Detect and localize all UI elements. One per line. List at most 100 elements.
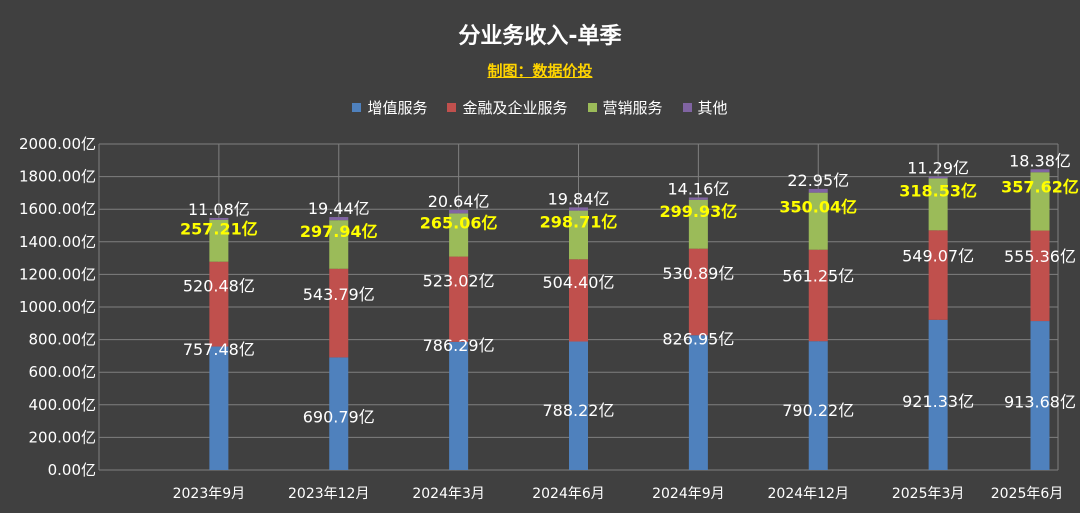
y-tick-label: 1400.00亿 (19, 233, 96, 251)
y-tick-label: 800.00亿 (29, 331, 97, 349)
data-label: 520.48亿 (183, 276, 255, 295)
x-tick-label: 2024年12月 (768, 486, 849, 502)
bar-segment[interactable] (449, 213, 469, 257)
data-label: 788.22亿 (543, 401, 615, 420)
bar-segment[interactable] (449, 256, 469, 342)
bar-segment[interactable] (688, 248, 708, 336)
bar-segment[interactable] (928, 230, 948, 320)
data-label: 11.29亿 (907, 159, 969, 178)
bar-segment[interactable] (808, 341, 828, 470)
bar-segment[interactable] (329, 357, 349, 470)
bar-segment[interactable] (1030, 172, 1050, 231)
legend-swatch-other (682, 103, 692, 112)
data-label: 757.48亿 (183, 340, 255, 359)
data-label: 530.89亿 (662, 264, 734, 283)
data-label: 549.07亿 (902, 247, 974, 266)
y-tick-label: 200.00亿 (29, 428, 97, 446)
data-label: 555.36亿 (1004, 247, 1076, 266)
data-label: 357.62亿 (1001, 178, 1079, 197)
legend-item-marketing[interactable]: 营销服务 (587, 97, 663, 118)
x-tick-label: 2024年9月 (652, 486, 725, 502)
data-label: 318.53亿 (899, 182, 977, 201)
data-label: 561.25亿 (782, 267, 854, 286)
data-label: 22.95亿 (787, 171, 849, 190)
bar-segment[interactable] (329, 268, 349, 358)
bar-segment[interactable] (928, 319, 948, 470)
data-label: 921.33亿 (902, 392, 974, 411)
x-tick-label: 2023年9月 (173, 486, 246, 502)
legend-label-other: 其他 (697, 99, 728, 117)
data-label: 257.21亿 (180, 219, 258, 238)
data-label: 14.16亿 (667, 180, 729, 199)
y-tick-label: 400.00亿 (29, 396, 97, 414)
data-label: 19.84亿 (548, 189, 610, 208)
bar-segment[interactable] (569, 259, 588, 342)
bar-segment[interactable] (1030, 169, 1050, 173)
legend-label-value-added: 增值服务 (367, 99, 428, 117)
bar-segment[interactable] (688, 197, 708, 200)
bar-segment[interactable] (209, 217, 229, 220)
data-label: 297.94亿 (300, 222, 378, 241)
data-label: 11.08亿 (188, 200, 250, 219)
bar-segment[interactable] (569, 210, 588, 260)
data-label: 543.79亿 (303, 285, 375, 304)
chart-legend: 增值服务 金融及企业服务 营销服务 其他 (0, 97, 1080, 118)
data-label: 20.64亿 (428, 192, 490, 211)
legend-item-value-added[interactable]: 增值服务 (352, 97, 427, 118)
bar-segment[interactable] (449, 210, 469, 214)
y-tick-label: 600.00亿 (29, 363, 97, 381)
legend-label-fintech: 金融及企业服务 (462, 99, 568, 117)
data-label: 690.79亿 (303, 408, 375, 427)
bar-segment[interactable] (1030, 321, 1050, 470)
y-tick-label: 1000.00亿 (19, 298, 96, 316)
bar-segment[interactable] (209, 346, 229, 470)
bar-segment[interactable] (688, 199, 708, 249)
data-label: 19.44亿 (308, 199, 370, 218)
legend-swatch-value-added (352, 103, 362, 112)
data-label: 913.68亿 (1004, 392, 1076, 411)
legend-swatch-marketing (587, 103, 597, 112)
bar-segment[interactable] (928, 176, 948, 179)
y-tick-label: 0.00亿 (48, 461, 96, 479)
data-label: 790.22亿 (782, 401, 854, 420)
bar-segment[interactable] (449, 341, 469, 470)
legend-label-marketing: 营销服务 (602, 99, 663, 117)
y-tick-label: 2000.00亿 (19, 135, 96, 153)
y-tick-label: 1600.00亿 (19, 200, 96, 218)
data-label: 299.93亿 (660, 202, 738, 221)
bar-segment[interactable] (688, 335, 708, 470)
data-label: 298.71亿 (540, 213, 618, 232)
bar-segment[interactable] (329, 220, 349, 269)
chart-subtitle: 制图：数据价投 (487, 62, 593, 80)
data-label: 786.29亿 (423, 336, 495, 355)
y-tick-label: 1800.00亿 (19, 168, 96, 186)
data-label: 504.40亿 (543, 273, 615, 292)
bar-segment[interactable] (808, 249, 828, 342)
x-tick-label: 2023年12月 (288, 486, 369, 502)
data-label: 826.95亿 (662, 330, 734, 349)
data-label: 523.02亿 (423, 271, 495, 290)
bar-segment[interactable] (808, 188, 828, 193)
data-label: 350.04亿 (779, 198, 857, 217)
bar-segment[interactable] (569, 207, 588, 211)
bar-segment[interactable] (808, 192, 828, 250)
x-tick-label: 2024年6月 (532, 486, 605, 502)
legend-item-other[interactable]: 其他 (682, 97, 728, 118)
data-label: 265.06亿 (420, 213, 498, 232)
x-tick-label: 2025年6月 (991, 486, 1064, 502)
y-tick-label: 1200.00亿 (19, 265, 96, 283)
bar-segment[interactable] (928, 178, 948, 231)
bar-segment[interactable] (329, 217, 349, 221)
legend-item-fintech[interactable]: 金融及企业服务 (447, 97, 568, 118)
bar-segment[interactable] (1030, 230, 1050, 322)
x-tick-label: 2025年3月 (892, 486, 965, 502)
bar-segment[interactable] (209, 219, 229, 262)
bar-segment[interactable] (209, 261, 229, 347)
data-label: 18.38亿 (1009, 151, 1071, 170)
chart-title: 分业务收入-单季 (458, 24, 622, 49)
bar-segment[interactable] (569, 341, 588, 470)
legend-swatch-fintech (447, 103, 457, 112)
x-tick-label: 2024年3月 (412, 486, 485, 502)
